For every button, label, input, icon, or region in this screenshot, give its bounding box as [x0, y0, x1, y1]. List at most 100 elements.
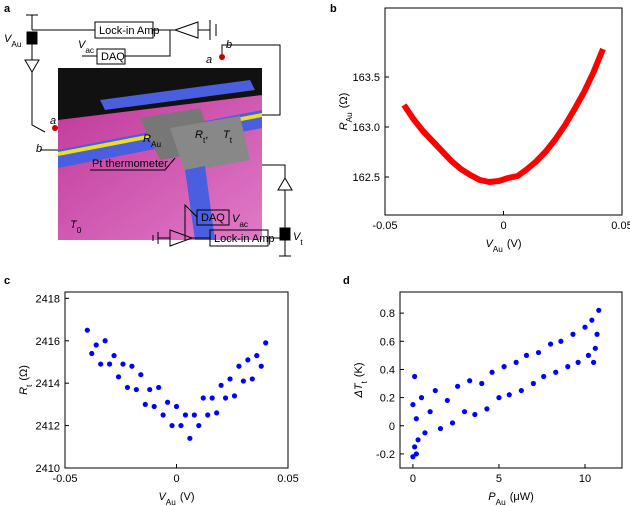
data-point [178, 422, 184, 429]
x-axis-label: VAu (V) [158, 491, 194, 506]
diagram-label: Vt [293, 231, 303, 247]
y-tick-label: 2410 [36, 463, 60, 475]
panel-label: c [4, 275, 10, 287]
y-tick-label: 2418 [36, 293, 60, 305]
data-point [240, 378, 246, 384]
data-point [227, 376, 233, 382]
diagram-label-main: R [143, 133, 151, 145]
data-point [585, 352, 592, 358]
diagram-label: RAu [143, 133, 161, 149]
diagram-label: Rt, [195, 129, 208, 145]
data-point [133, 386, 139, 393]
diagram-label-main: b [36, 143, 42, 155]
x-tick-label: 0 [173, 473, 179, 485]
data-point [124, 384, 131, 391]
y-axis-label-main: R [338, 122, 350, 130]
y-axis-label: ΔTt (K) [353, 362, 369, 398]
data-point [107, 361, 113, 367]
y-axis-label-sub: Au [345, 112, 354, 123]
x-axis-label-unit: (μW) [510, 491, 534, 503]
y-tick-label: 0 [389, 421, 395, 433]
plot-frame [399, 291, 623, 469]
diagram-label-sub: t [203, 136, 206, 145]
data-point [455, 383, 461, 389]
data-point [596, 307, 602, 313]
diagram-label: Vac [78, 39, 94, 55]
data-point [467, 378, 473, 384]
diagram-label-main: T [70, 219, 78, 231]
data-point [222, 395, 229, 401]
data-point [444, 397, 450, 404]
data-point [187, 435, 193, 441]
diagram-label-main: Lock-in Amp [99, 25, 160, 37]
x-axis-label-sub: Au [493, 245, 504, 254]
x-axis-label: PAu (μW) [488, 491, 533, 506]
diagram-label-main: Lock-in Amp [214, 233, 275, 245]
data-point [89, 350, 95, 357]
data-point [501, 364, 507, 370]
data-point [558, 338, 564, 344]
data-point [160, 412, 166, 418]
schematic [24, 14, 293, 257]
data-point [173, 403, 180, 410]
data-point [236, 363, 242, 369]
data-point [214, 410, 220, 416]
y-tick-label: 0.6 [380, 336, 395, 348]
diagram-label-main: a [50, 115, 56, 127]
y-tick-label: 2412 [36, 421, 60, 433]
data-point [147, 386, 153, 393]
data-point [218, 382, 224, 388]
diagram-label-main: V [232, 213, 241, 225]
x-axis-label: VAu (V) [485, 238, 521, 254]
diagram-label-main: V [4, 33, 13, 45]
data-point [263, 340, 269, 346]
data-point [427, 409, 433, 415]
x-axis-label-main: V [158, 491, 167, 503]
data-point [479, 380, 485, 387]
diagram-label-main: DAQ [201, 212, 225, 224]
diagram-label-main: a [206, 54, 212, 66]
data-point [553, 369, 559, 375]
data-point [200, 395, 206, 401]
data-point [523, 352, 530, 358]
x-axis-label-unit: (V) [180, 491, 195, 503]
diagram-label-sub: t [300, 238, 303, 247]
data-point [413, 451, 419, 457]
data-point [84, 327, 90, 333]
data-point [164, 399, 171, 405]
panel-label: b [330, 3, 337, 15]
data-point [138, 372, 144, 378]
data-point [115, 374, 122, 380]
y-axis-label-unit: (Ω) [18, 365, 30, 381]
data-point [102, 338, 108, 344]
data-point [205, 412, 211, 418]
data-point [513, 359, 519, 365]
data-point [191, 412, 197, 418]
diagram-label-main: R [195, 129, 203, 141]
data-point [535, 349, 542, 356]
data-point [245, 357, 251, 363]
plot-frame [384, 7, 623, 216]
x-axis-label-main: V [485, 238, 494, 250]
data-point [254, 353, 260, 359]
data-point [461, 409, 468, 415]
diagram-label-main: V [78, 39, 87, 51]
y-axis-label-main: R [18, 387, 30, 395]
y-axis-label-main: ΔT [353, 382, 365, 398]
data-point [129, 363, 135, 369]
diagram-label-sub: Au [11, 40, 22, 49]
y-axis-label-sub: t [360, 380, 369, 383]
diagram-label: a [206, 54, 212, 66]
x-axis-label-main: P [488, 491, 496, 503]
data-point [142, 401, 148, 407]
y-tick-label: 162.5 [352, 172, 380, 184]
data-point [589, 317, 595, 323]
data-point [418, 395, 425, 401]
x-tick-label: -0.05 [372, 220, 397, 232]
data-point [530, 380, 536, 387]
diagram-label: VAu [4, 33, 22, 49]
y-tick-label: 2414 [36, 378, 60, 390]
data-point [518, 387, 524, 394]
diagram-label-main: T [223, 129, 231, 141]
